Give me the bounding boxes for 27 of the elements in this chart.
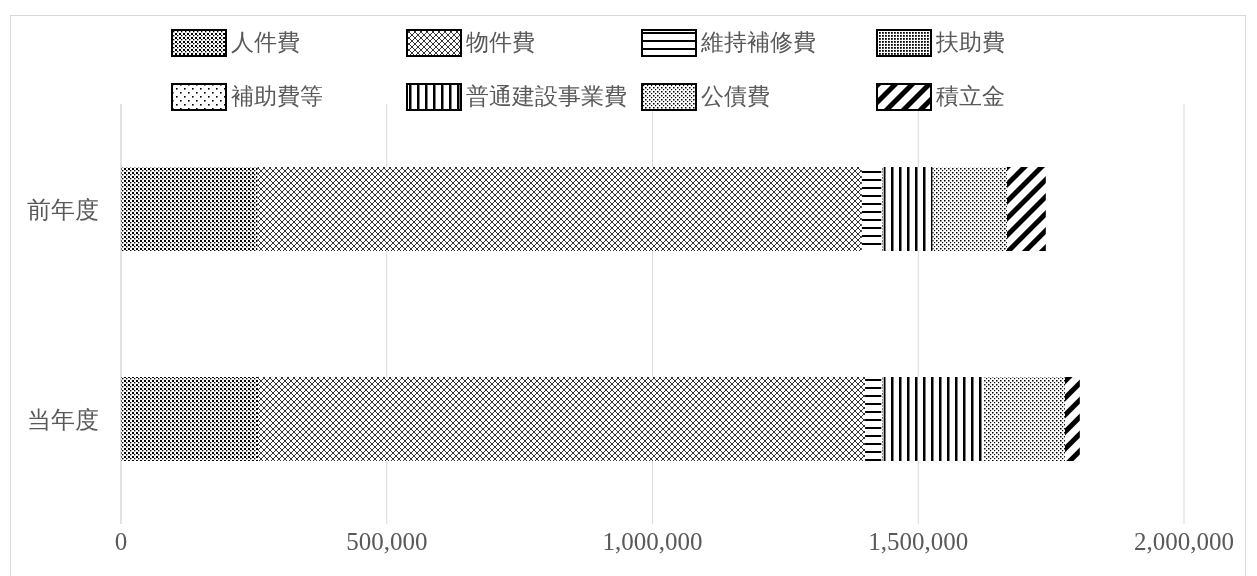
bar [883, 377, 985, 461]
x-tick-label: 1,000,000 [602, 527, 703, 555]
bar [121, 167, 258, 251]
legend-label: 扶助費 [936, 29, 1005, 57]
x-tick-label: 0 [114, 527, 128, 555]
x-tick-label: 2,000,000 [1134, 527, 1234, 555]
bar [865, 377, 882, 461]
legend-label: 維持補修費 [701, 29, 816, 57]
bar [1064, 377, 1080, 461]
y-tick-label: 前年度 [27, 196, 99, 223]
bar [1007, 167, 1046, 251]
bar [257, 167, 862, 251]
legend-label: 人件費 [231, 29, 300, 57]
bar [883, 167, 933, 251]
legend-label: 物件費 [466, 29, 535, 57]
bar [984, 377, 1065, 461]
legend-label: 公債費 [701, 83, 770, 111]
bar [932, 167, 1008, 251]
bar [861, 167, 882, 251]
x-tick-label: 500,000 [346, 527, 428, 555]
bar [258, 377, 866, 461]
legend-label: 補助費等 [231, 83, 323, 111]
bar [121, 377, 259, 461]
legend-label: 普通建設事業費 [466, 83, 627, 111]
x-tick-label: 1,500,000 [868, 527, 969, 555]
y-tick-label: 当年度 [27, 406, 99, 433]
legend-label: 積立金 [936, 83, 1005, 111]
